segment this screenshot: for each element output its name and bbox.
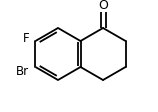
Text: O: O (98, 0, 108, 12)
Text: Br: Br (15, 65, 29, 78)
Text: F: F (23, 32, 29, 45)
